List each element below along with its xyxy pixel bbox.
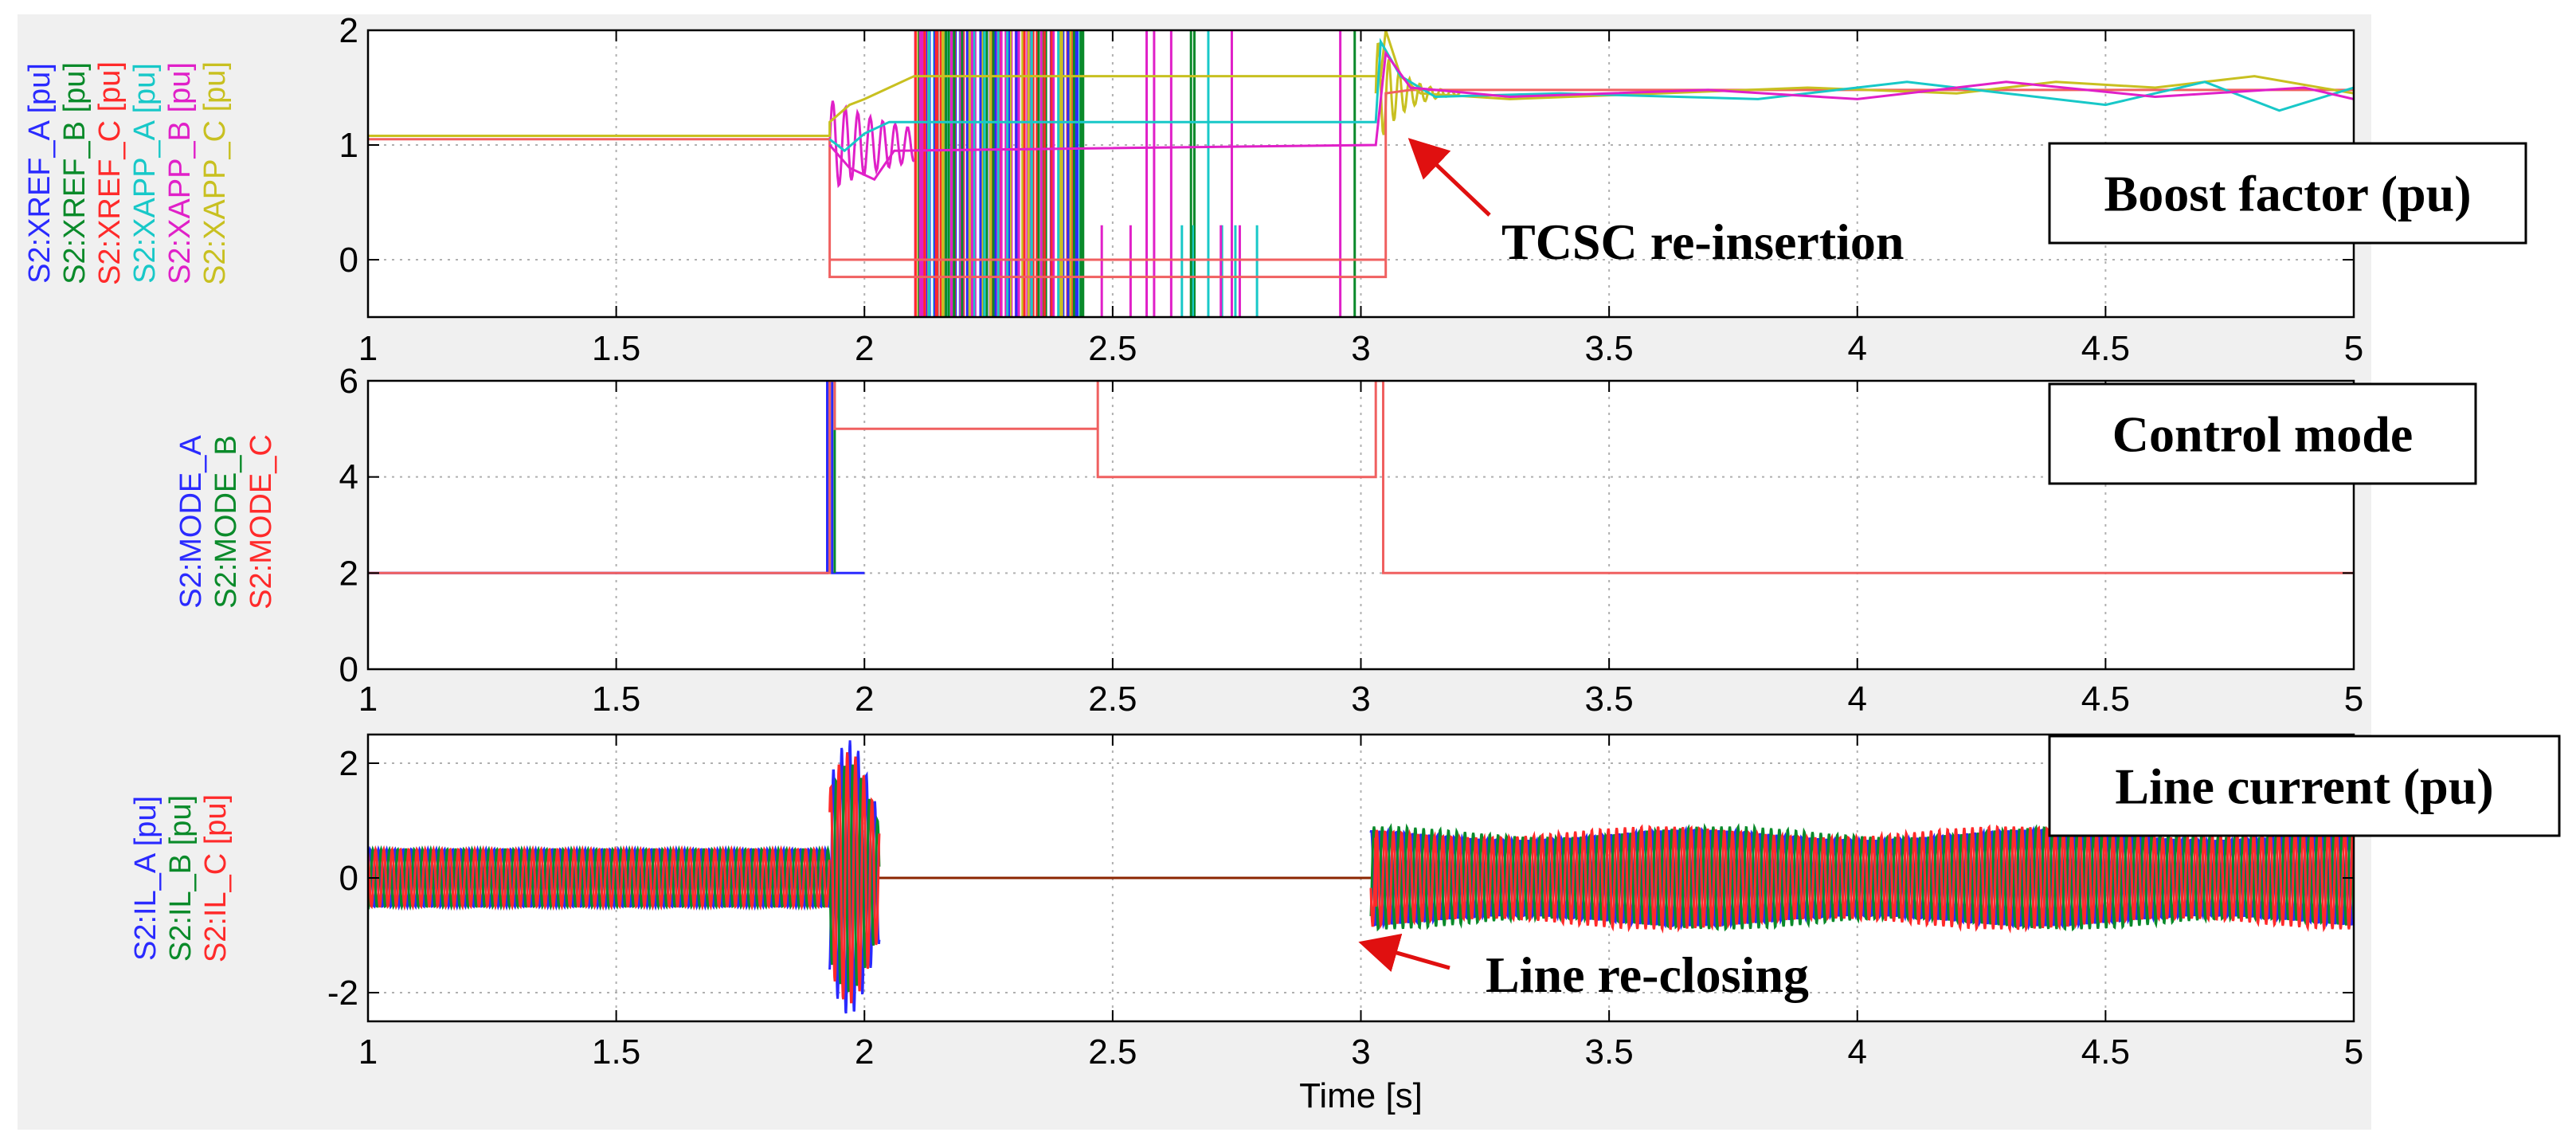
control-mode-xtick-label: 3.5 <box>1585 680 1634 719</box>
boost-factor-xtick-label: 3 <box>1351 329 1370 368</box>
current-trace <box>828 752 881 1004</box>
boost-factor-label-box <box>2048 142 2527 245</box>
boost-factor-xtick-label: 2.5 <box>1088 329 1137 368</box>
boost-factor-data <box>368 30 2354 317</box>
panel-line-current: 1 1.5 2 2.5 3 3.5 4 4.5 5 -2 0 2 S2:IL_A [pu] S2:IL_B… <box>129 733 2363 1072</box>
boost-factor-ytick-label: 1 <box>339 126 358 165</box>
line-current-data <box>368 740 2354 1014</box>
tcsc-reinsertion-arrow <box>1407 138 1491 217</box>
line-current-label-text: Line current (pu) <box>2115 758 2493 815</box>
series-s2-xapp-b-pu- <box>828 49 2354 182</box>
control-mode-xtick-label: 2.5 <box>1088 680 1137 719</box>
control-mode-ytick-label: 4 <box>339 458 358 497</box>
control-mode-ylabel: S2:MODE_A <box>174 435 208 609</box>
boost-factor-ylabel: S2:XREF_C [pu] <box>93 61 127 285</box>
line-current-xtick-label: 2.5 <box>1088 1032 1137 1072</box>
line-current-label-box <box>2048 735 2561 837</box>
boost-factor-xtick-label: 2 <box>855 329 874 368</box>
line-current-xtick-label: 2 <box>855 1032 874 1072</box>
tcsc-reinsertion-label: TCSC re-insertion <box>1501 214 1904 270</box>
boost-factor-ylabel: S2:XAPP_B [pu] <box>163 62 197 284</box>
line-reclosing-label: Line re-closing <box>1486 946 1809 1003</box>
line-current-xtick-label: 3 <box>1351 1032 1370 1072</box>
line-current-xtick-label: 4.5 <box>2081 1032 2130 1072</box>
control-mode-xtick-label: 3 <box>1351 680 1370 719</box>
control-mode-label-text: Control mode <box>2112 406 2413 463</box>
control-mode-xtick-label: 5 <box>2344 680 2363 719</box>
line-current-xtick-label: 4 <box>1848 1032 1867 1072</box>
boost-factor-xtick-label: 1 <box>358 329 378 368</box>
control-mode-ytick-label: 6 <box>339 362 358 401</box>
boost-factor-ylabel: S2:XREF_B [pu] <box>58 62 92 284</box>
control-mode-data <box>368 381 2354 574</box>
current-trace <box>828 740 881 1014</box>
line-current-ytick-label: 0 <box>339 859 358 898</box>
control-mode-ytick-label: 0 <box>339 650 358 689</box>
boost-factor-ylabel: S2:XAPP_A [pu] <box>128 63 162 284</box>
line-current-ylabel: S2:IL_C [pu] <box>199 794 233 962</box>
control-mode-ylabel: S2:MODE_B <box>209 435 243 609</box>
line-current-ytick-label: 2 <box>339 744 358 783</box>
control-mode-ytick-label: 2 <box>339 554 358 593</box>
current-trace <box>368 844 831 911</box>
line-current-ytick-label: -2 <box>327 974 358 1013</box>
boost-factor-ylabel: S2:XAPP_C [pu] <box>198 61 232 285</box>
boost-factor-grid <box>368 30 2354 317</box>
boost-factor-ytick-label: 2 <box>339 11 358 50</box>
line-current-ylabel: S2:IL_A [pu] <box>129 796 162 961</box>
control-mode-xtick-label: 2 <box>855 680 874 719</box>
control-mode-xtick-label: 4 <box>1848 680 1867 719</box>
line-reclosing-arrow <box>1358 933 1450 973</box>
boost-factor-xtick-label: 3.5 <box>1585 329 1634 368</box>
x-axis-title: Time [s] <box>1299 1076 1423 1115</box>
control-mode-ylabel: S2:MODE_C <box>245 434 278 609</box>
line-current-ylabel: S2:IL_B [pu] <box>164 795 198 962</box>
boost-factor-xtick-label: 4.5 <box>2081 329 2130 368</box>
control-mode-label-box <box>2048 382 2477 485</box>
boost-factor-ytick-label: 0 <box>339 241 358 280</box>
line-current-xtick-label: 1.5 <box>592 1032 640 1072</box>
boost-factor-xtick-label: 1.5 <box>592 329 640 368</box>
current-trace <box>1369 824 2354 934</box>
control-mode-xtick-label: 4.5 <box>2081 680 2130 719</box>
boost-factor-ylabel: S2:XREF_A [pu] <box>23 63 57 284</box>
control-mode-xtick-label: 1 <box>358 680 378 719</box>
boost-transient-line <box>828 100 915 189</box>
line-current-xtick-label: 1 <box>358 1032 378 1072</box>
boost-factor-label-text: Boost factor (pu) <box>2104 166 2472 222</box>
line-current-xtick-label: 3.5 <box>1585 1032 1634 1072</box>
panel-control-mode: 1 1.5 2 2.5 3 3.5 4 4.5 5 0 2 4 6 S2:MODE_A S2:MODE_B S… <box>174 362 2363 719</box>
boost-factor-xtick-label: 5 <box>2344 329 2363 368</box>
boost-factor-xtick-label: 4 <box>1848 329 1867 368</box>
control-mode-xtick-label: 1.5 <box>592 680 640 719</box>
line-current-xtick-label: 5 <box>2344 1032 2363 1072</box>
